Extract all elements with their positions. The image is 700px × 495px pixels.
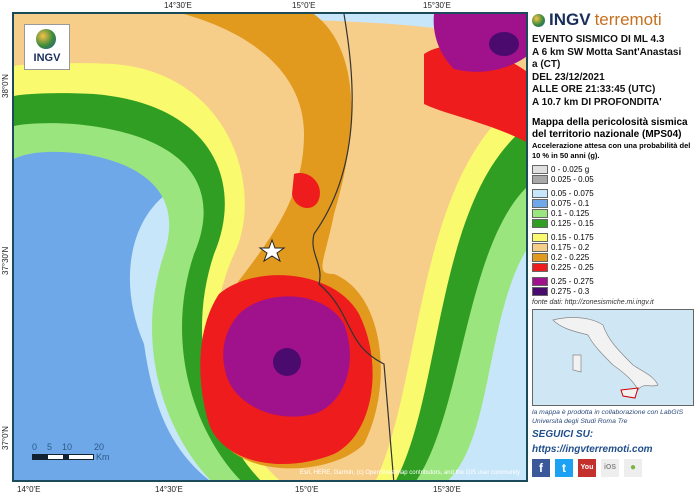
legend-swatch xyxy=(532,188,548,198)
legend-label: 0.025 - 0.05 xyxy=(551,174,594,184)
data-source[interactable]: fonte dati: http://zonesismiche.mi.ingv.… xyxy=(532,299,654,306)
legend-swatch xyxy=(532,164,548,174)
legend-swatch xyxy=(532,232,548,242)
globe-icon xyxy=(532,13,545,27)
tick-bottom: 14°0'E xyxy=(17,485,41,494)
legend-item: 0.075 - 0.1 xyxy=(532,198,698,208)
legend-swatch xyxy=(532,198,548,208)
legend-item: 0.15 - 0.175 xyxy=(532,232,698,242)
legend-swatch xyxy=(532,174,548,184)
hazard-bands xyxy=(14,14,526,480)
ingv-logo: INGV xyxy=(24,24,70,70)
legend-item: 0 - 0.025 g xyxy=(532,164,698,174)
legend-item: 0.025 - 0.05 xyxy=(532,174,698,184)
facebook-icon[interactable]: f xyxy=(532,459,550,477)
hazard-map[interactable]: INGV 0 5 10 20 Km Esri, HERE, Garmin, (c) O… xyxy=(12,12,528,482)
legend-label: 0.075 - 0.1 xyxy=(551,198,590,208)
collaboration-note: la mappa è prodotta in collaborazione co… xyxy=(532,409,684,425)
tick-left: 37°0'N xyxy=(1,426,10,450)
legend-swatch xyxy=(532,218,548,228)
youtube-icon[interactable]: You xyxy=(578,459,596,477)
website-link[interactable]: https://ingvterremoti.com xyxy=(532,444,653,455)
legend-label: 0.25 - 0.275 xyxy=(551,276,594,286)
coastline xyxy=(312,14,395,480)
legend-swatch xyxy=(532,286,548,296)
legend-label: 0.1 - 0.125 xyxy=(551,208,590,218)
tick-top: 14°30'E xyxy=(164,1,192,10)
attribution: Esri, HERE, Garmin, (c) OpenStreetMap co… xyxy=(299,470,520,476)
legend-label: 0.175 - 0.2 xyxy=(551,242,590,252)
legend-label: 0.125 - 0.15 xyxy=(551,218,594,228)
tick-bottom: 14°30'E xyxy=(155,485,183,494)
legend-label: 0.15 - 0.175 xyxy=(551,232,594,242)
map-subtitle: Accelerazione attesa con una probabilità… xyxy=(532,141,691,160)
italy-inset-map xyxy=(532,309,694,406)
tick-left: 37°30'N xyxy=(1,246,10,275)
info-panel: INGV terremoti EVENTO SISMICO DI ML 4.3 A… xyxy=(532,10,698,477)
legend-item: 0.05 - 0.075 xyxy=(532,188,698,198)
legend-swatch xyxy=(532,262,548,272)
brand-logo: INGV terremoti xyxy=(532,10,698,30)
map-title: Mappa della pericolosità sismica del ter… xyxy=(532,117,688,140)
tick-bottom: 15°30'E xyxy=(433,485,461,494)
android-icon[interactable]: ● xyxy=(624,459,642,477)
legend-label: 0.2 - 0.225 xyxy=(551,252,590,262)
legend-label: 0 - 0.025 g xyxy=(551,164,590,174)
legend: 0 - 0.025 g 0.025 - 0.05 0.05 - 0.075 0.075… xyxy=(532,164,698,296)
band-0.275 xyxy=(273,348,301,376)
social-links: f t You iOS ● xyxy=(532,459,698,477)
scale-bar: 0 5 10 20 Km xyxy=(32,442,110,462)
legend-item: 0.175 - 0.2 xyxy=(532,242,698,252)
tick-top: 15°0'E xyxy=(292,1,316,10)
twitter-icon[interactable]: t xyxy=(555,459,573,477)
legend-label: 0.275 - 0.3 xyxy=(551,286,590,296)
follow-label: SEGUICI SU: xyxy=(532,429,594,440)
epicenter-star-icon xyxy=(258,238,286,263)
legend-swatch xyxy=(532,208,548,218)
event-info: EVENTO SISMICO DI ML 4.3 A 6 km SW Motta… xyxy=(532,34,682,108)
band-0.075 xyxy=(14,134,210,480)
legend-item: 0.1 - 0.125 xyxy=(532,208,698,218)
legend-item: 0.125 - 0.15 xyxy=(532,218,698,228)
tick-top: 15°30'E xyxy=(423,1,451,10)
legend-item: 0.225 - 0.25 xyxy=(532,262,698,272)
legend-item: 0.25 - 0.275 xyxy=(532,276,698,286)
ios-icon[interactable]: iOS xyxy=(601,459,619,477)
legend-swatch xyxy=(532,252,548,262)
legend-swatch xyxy=(532,276,548,286)
legend-label: 0.225 - 0.25 xyxy=(551,262,594,272)
tick-bottom: 15°0'E xyxy=(295,485,319,494)
legend-label: 0.05 - 0.075 xyxy=(551,188,594,198)
legend-swatch xyxy=(532,242,548,252)
legend-item: 0.275 - 0.3 xyxy=(532,286,698,296)
tick-left: 38°0'N xyxy=(1,74,10,98)
legend-item: 0.2 - 0.225 xyxy=(532,252,698,262)
